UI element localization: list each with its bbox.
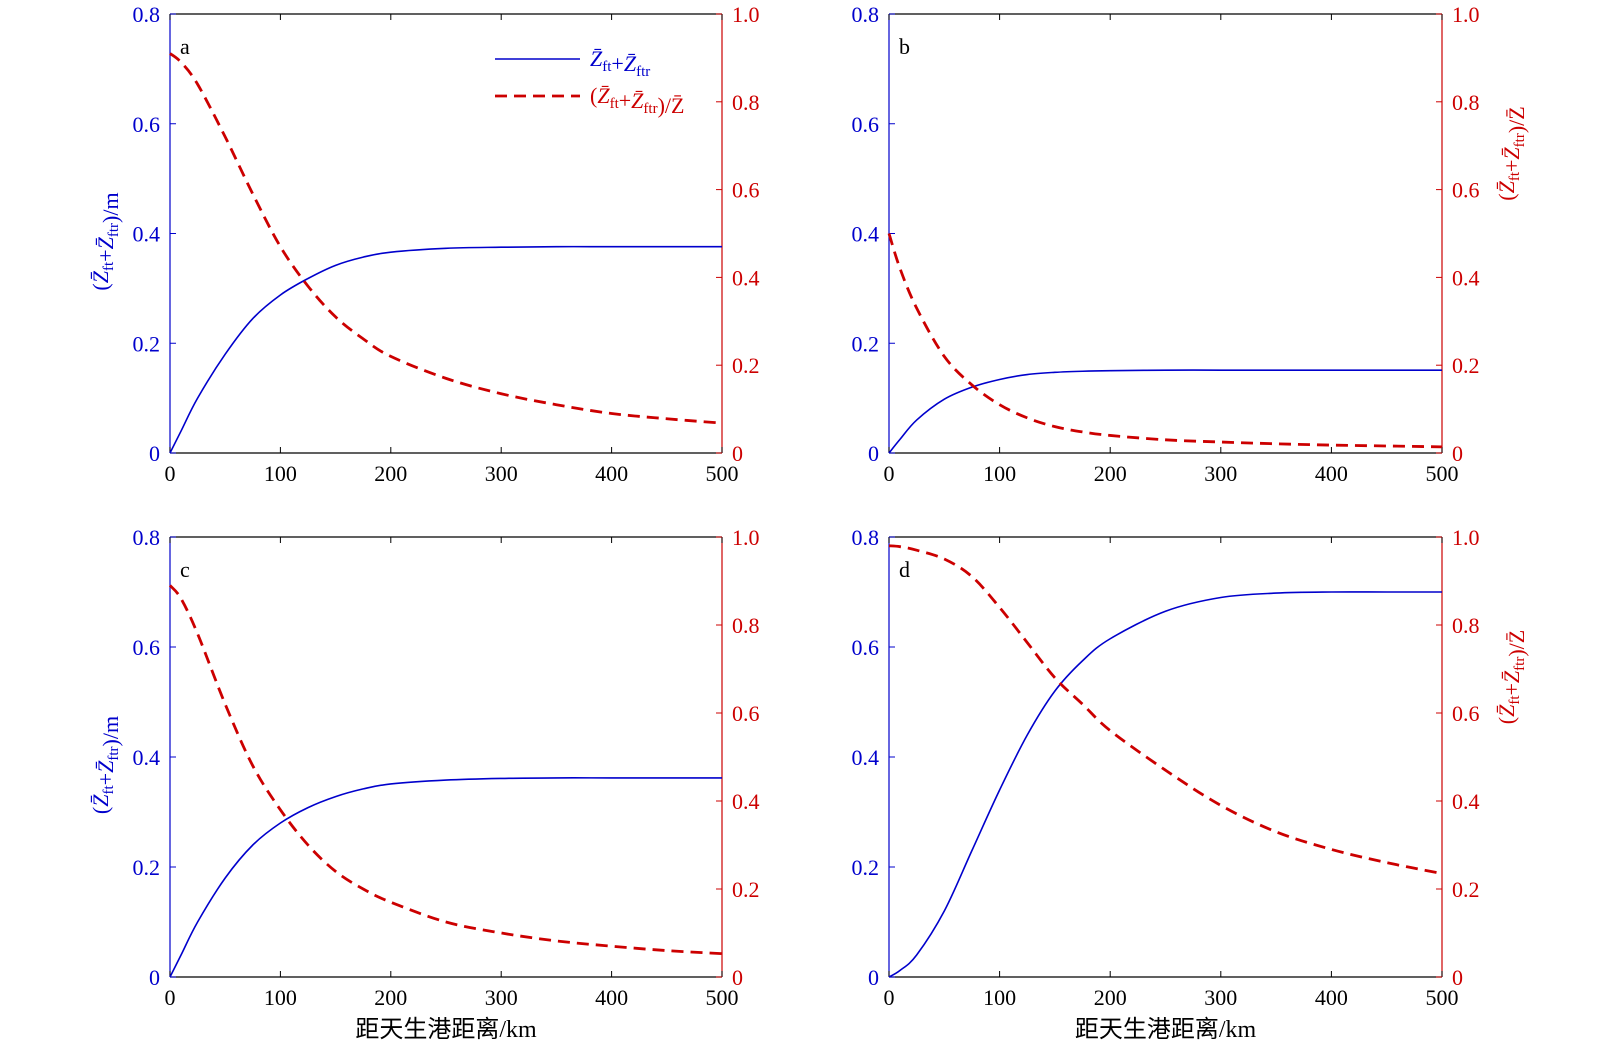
- legend-solid-label: Z̄ft+Z̄ftr: [590, 46, 650, 80]
- x-tick-label: 0: [165, 461, 176, 486]
- x-tick-label: 300: [1204, 985, 1237, 1010]
- x-tick-label: 500: [706, 985, 739, 1010]
- x-tick-label: 300: [485, 461, 518, 486]
- y-left-axis-title: (Z̄ft+Z̄ftr)/m: [88, 716, 123, 814]
- x-tick-label: 0: [165, 985, 176, 1010]
- panel-letter: d: [899, 557, 910, 582]
- y-left-tick-label: 0.6: [852, 112, 880, 137]
- y-left-tick-label: 0.2: [852, 331, 880, 356]
- x-tick-label: 100: [264, 461, 297, 486]
- ratio-series-line: [888, 544, 1443, 875]
- y-right-tick-label: 0.8: [1452, 613, 1480, 638]
- panel-letter: c: [180, 557, 190, 582]
- panel-letter: a: [180, 34, 190, 59]
- y-left-tick-label: 0.8: [133, 2, 161, 27]
- x-tick-label: 500: [1426, 461, 1459, 486]
- ratio-series-line: [168, 584, 723, 956]
- x-tick-label: 200: [374, 461, 407, 486]
- panel-c: 0 100 200 300 400 50000.20.40.60.800.20.40.60…: [88, 525, 760, 1043]
- sum-series-line: [169, 245, 722, 454]
- y-right-tick-label: 0.8: [1452, 90, 1480, 115]
- panel-letter: b: [899, 34, 910, 59]
- x-tick-label: 400: [1315, 461, 1348, 486]
- y-right-tick-label: 1.0: [1452, 525, 1480, 550]
- x-tick-label: 0: [884, 461, 895, 486]
- y-right-tick-label: 0.8: [732, 90, 760, 115]
- sum-series-line: [888, 369, 1442, 454]
- y-left-tick-label: 0.8: [852, 525, 880, 550]
- y-left-tick-label: 0.6: [852, 635, 880, 660]
- y-left-tick-label: 0: [149, 965, 160, 990]
- y-right-tick-label: 0: [732, 441, 743, 466]
- x-tick-label: 500: [706, 461, 739, 486]
- y-right-tick-label: 0.6: [732, 701, 760, 726]
- x-tick-label: 100: [264, 985, 297, 1010]
- y-right-tick-label: 0.4: [1452, 265, 1480, 290]
- y-left-tick-label: 0.4: [133, 745, 161, 770]
- y-right-tick-label: 0.6: [1452, 178, 1480, 203]
- panel-d: 0 100 200 300 400 50000.20.40.60.800.20.40.60…: [852, 525, 1530, 1043]
- y-left-tick-label: 0.6: [133, 635, 161, 660]
- y-right-tick-label: 0.2: [732, 877, 760, 902]
- y-right-axis-title: (Z̄ft+Z̄ftr)/Z̄: [1494, 106, 1529, 200]
- y-left-tick-label: 0.2: [133, 331, 161, 356]
- y-right-tick-label: 1.0: [732, 2, 760, 27]
- y-left-tick-label: 0.4: [852, 745, 880, 770]
- y-left-tick-label: 0: [149, 441, 160, 466]
- y-right-tick-label: 1.0: [1452, 2, 1480, 27]
- sum-series-line: [169, 777, 722, 978]
- y-left-tick-label: 0: [868, 965, 879, 990]
- y-right-tick-label: 0.4: [732, 265, 760, 290]
- y-right-tick-label: 0.8: [732, 613, 760, 638]
- y-right-tick-label: 0: [1452, 965, 1463, 990]
- y-left-tick-label: 0.6: [133, 112, 161, 137]
- x-tick-label: 100: [983, 461, 1016, 486]
- y-right-axis-title: (Z̄ft+Z̄ftr)/Z̄: [1494, 630, 1529, 724]
- y-right-tick-label: 0: [1452, 441, 1463, 466]
- y-right-tick-label: 0.2: [1452, 353, 1480, 378]
- y-right-tick-label: 0.4: [732, 789, 760, 814]
- legend: Z̄ft+Z̄ftr(Z̄ft+Z̄ftr)/Z̄: [495, 46, 684, 118]
- x-axis-title: 距天生港距离/km: [1075, 1016, 1257, 1043]
- x-tick-label: 400: [595, 985, 628, 1010]
- legend-dashed-label: (Z̄ft+Z̄ftr)/Z̄: [590, 83, 684, 118]
- ratio-series-line: [169, 52, 723, 425]
- x-tick-label: 400: [1315, 985, 1348, 1010]
- x-tick-label: 400: [595, 461, 628, 486]
- x-tick-label: 0: [884, 985, 895, 1010]
- x-axis-title: 距天生港距离/km: [355, 1016, 537, 1043]
- y-right-tick-label: 0: [732, 965, 743, 990]
- panel-a: 0 100 200 300 400 50000.20.40.60.800.20.40.60…: [88, 2, 760, 486]
- y-left-tick-label: 0.2: [852, 855, 880, 880]
- sum-series-line: [888, 591, 1442, 978]
- y-right-tick-label: 0.6: [1452, 701, 1480, 726]
- x-tick-label: 300: [485, 985, 518, 1010]
- x-tick-label: 200: [374, 985, 407, 1010]
- y-left-axis-title: (Z̄ft+Z̄ftr)/m: [88, 192, 123, 290]
- ratio-series-line: [887, 233, 1443, 449]
- y-left-tick-label: 0.4: [852, 222, 880, 247]
- y-left-tick-label: 0: [868, 441, 879, 466]
- panel-b: 0 100 200 300 400 50000.20.40.60.800.20.40.60…: [852, 2, 1530, 486]
- y-left-tick-label: 0.4: [133, 222, 161, 247]
- x-tick-label: 500: [1426, 985, 1459, 1010]
- y-right-tick-label: 0.4: [1452, 789, 1480, 814]
- x-tick-label: 100: [983, 985, 1016, 1010]
- y-right-tick-label: 1.0: [732, 525, 760, 550]
- y-left-tick-label: 0.8: [852, 2, 880, 27]
- y-right-tick-label: 0.2: [732, 353, 760, 378]
- y-right-tick-label: 0.6: [732, 178, 760, 203]
- y-left-tick-label: 0.8: [133, 525, 161, 550]
- x-tick-label: 200: [1094, 461, 1127, 486]
- x-tick-label: 200: [1094, 985, 1127, 1010]
- x-tick-label: 300: [1204, 461, 1237, 486]
- y-right-tick-label: 0.2: [1452, 877, 1480, 902]
- y-left-tick-label: 0.2: [133, 855, 161, 880]
